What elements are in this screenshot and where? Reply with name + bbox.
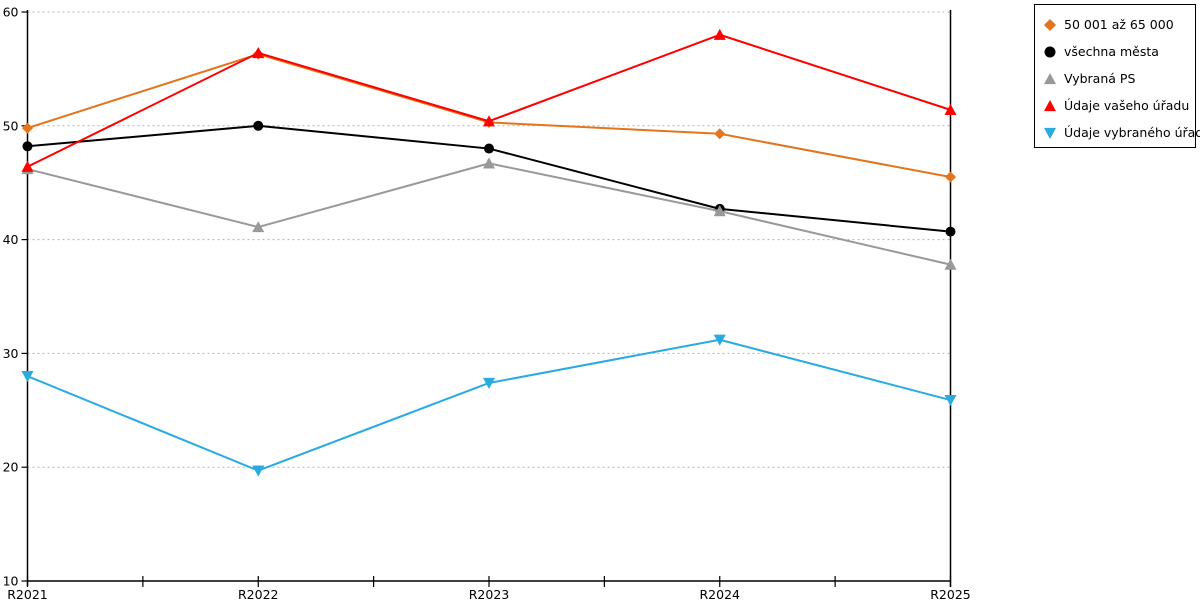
- data-point-marker[interactable]: [713, 205, 726, 217]
- y-tick-label: 40: [3, 232, 19, 247]
- y-tick-label: 50: [3, 118, 19, 133]
- data-point-marker[interactable]: [483, 377, 495, 389]
- legend-item-udaje-vaseho-uradu[interactable]: Údaje vašeho úřadu: [1043, 92, 1195, 119]
- legend-item-vsechna-mesta[interactable]: všechna města: [1043, 38, 1195, 65]
- legend-item-vybrana-ps[interactable]: Vybraná PS: [1043, 65, 1195, 92]
- data-point-marker[interactable]: [944, 103, 957, 115]
- data-point-marker[interactable]: [22, 141, 33, 152]
- data-point-marker[interactable]: [483, 115, 495, 127]
- data-point-marker[interactable]: [713, 28, 726, 40]
- series-line-2: [26, 162, 952, 266]
- triangle-down-marker-icon: [1044, 127, 1056, 139]
- triangle-up-marker-icon: [1044, 72, 1056, 84]
- legend: 50 001 až 65 000 všechna města Vybraná P…: [1034, 4, 1200, 148]
- data-point-marker[interactable]: [252, 46, 265, 59]
- y-tick-label: 30: [3, 346, 19, 361]
- series-line-4: [26, 338, 952, 472]
- y-tick-label: 10: [3, 574, 19, 589]
- y-tick-label: 20: [3, 460, 19, 475]
- data-point-marker[interactable]: [253, 120, 264, 131]
- triangle-up-marker-icon: [1044, 99, 1056, 111]
- data-point-marker[interactable]: [944, 394, 957, 407]
- data-point-marker[interactable]: [22, 122, 33, 134]
- diamond-marker-icon: [1044, 18, 1056, 31]
- legend-label: Vybraná PS: [1064, 71, 1136, 86]
- data-point-marker[interactable]: [945, 171, 956, 183]
- x-tick-label: R2023: [469, 587, 510, 600]
- data-point-marker[interactable]: [944, 258, 957, 270]
- circle-marker-icon: [1044, 46, 1056, 57]
- x-tick-label: R2022: [238, 587, 279, 600]
- legend-item-udaje-vybraneho-uradu[interactable]: Údaje vybraného úřadu: [1043, 119, 1200, 146]
- data-point-marker[interactable]: [484, 143, 494, 154]
- legend-label: Údaje vašeho úřadu: [1064, 98, 1190, 113]
- data-point-marker[interactable]: [21, 371, 34, 383]
- x-tick-label: R2024: [700, 587, 741, 600]
- data-point-marker[interactable]: [252, 465, 265, 477]
- data-point-marker[interactable]: [21, 160, 34, 172]
- data-point-marker[interactable]: [483, 157, 495, 169]
- y-tick-label: 60: [3, 5, 19, 20]
- data-point-marker[interactable]: [714, 128, 726, 140]
- x-tick-label: R2021: [7, 587, 48, 600]
- data-point-marker[interactable]: [252, 221, 265, 233]
- x-tick-label: R2025: [930, 587, 971, 600]
- data-point-marker[interactable]: [945, 226, 956, 237]
- data-point-marker[interactable]: [713, 334, 726, 346]
- legend-label: Údaje vybraného úřadu: [1064, 125, 1200, 140]
- legend-label: 50 001 až 65 000: [1064, 17, 1174, 32]
- series-line-1: [26, 124, 952, 233]
- legend-label: všechna města: [1064, 44, 1159, 59]
- legend-item-50001-65000[interactable]: 50 001 až 65 000: [1043, 11, 1195, 38]
